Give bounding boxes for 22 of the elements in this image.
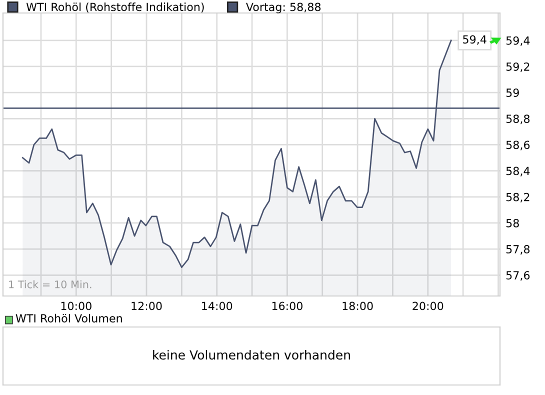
text: keine Volumendaten vorhanden — [153, 350, 350, 360]
x-tick-label: 16:00 — [272, 302, 302, 310]
y-tick-label: 58 — [506, 218, 519, 228]
legend-label: WTI Rohöl (Rohstoffe Indikation) — [26, 2, 204, 12]
annotation: 1 Tick = 10 Min. — [9, 280, 92, 288]
y-tick-label: 59,2 — [506, 62, 530, 72]
y-tick-label: 58,6 — [506, 140, 530, 150]
x-tick-label: 10:00 — [61, 302, 92, 310]
y-tick-label: 58,8 — [506, 114, 530, 124]
legend-label: Vortag: 58,88 — [246, 2, 321, 14]
text: WTI Rohöl Volumen — [16, 314, 122, 323]
annotation: 59,4 — [463, 35, 486, 45]
x-tick-label: 18:00 — [342, 302, 373, 310]
x-tick-label: 20:00 — [412, 302, 444, 310]
y-tick-label: 58,4 — [506, 166, 530, 176]
x-tick-label: 12:00 — [132, 302, 162, 310]
y-tick-label: 57,8 — [506, 245, 530, 255]
y-tick-label: 59 — [506, 88, 519, 97]
y-tick-label: 57,6 — [506, 271, 530, 281]
y-tick-label: 59,4 — [506, 36, 530, 46]
x-tick-label: 14:00 — [202, 302, 232, 310]
y-tick-label: 58,2 — [506, 192, 530, 202]
